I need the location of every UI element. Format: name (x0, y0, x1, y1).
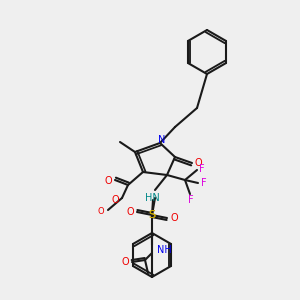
Text: O: O (170, 213, 178, 223)
Text: O: O (121, 257, 129, 267)
Text: HN: HN (145, 193, 159, 203)
Text: O: O (194, 158, 202, 168)
Text: O: O (111, 195, 119, 205)
Text: F: F (188, 195, 194, 205)
Text: O: O (104, 176, 112, 186)
Text: NH: NH (157, 245, 172, 255)
Text: F: F (199, 164, 205, 174)
Text: O: O (126, 207, 134, 217)
Text: N: N (158, 135, 166, 145)
Text: S: S (148, 210, 156, 220)
Text: F: F (201, 178, 207, 188)
Text: O: O (98, 208, 104, 217)
Text: S: S (148, 210, 156, 220)
